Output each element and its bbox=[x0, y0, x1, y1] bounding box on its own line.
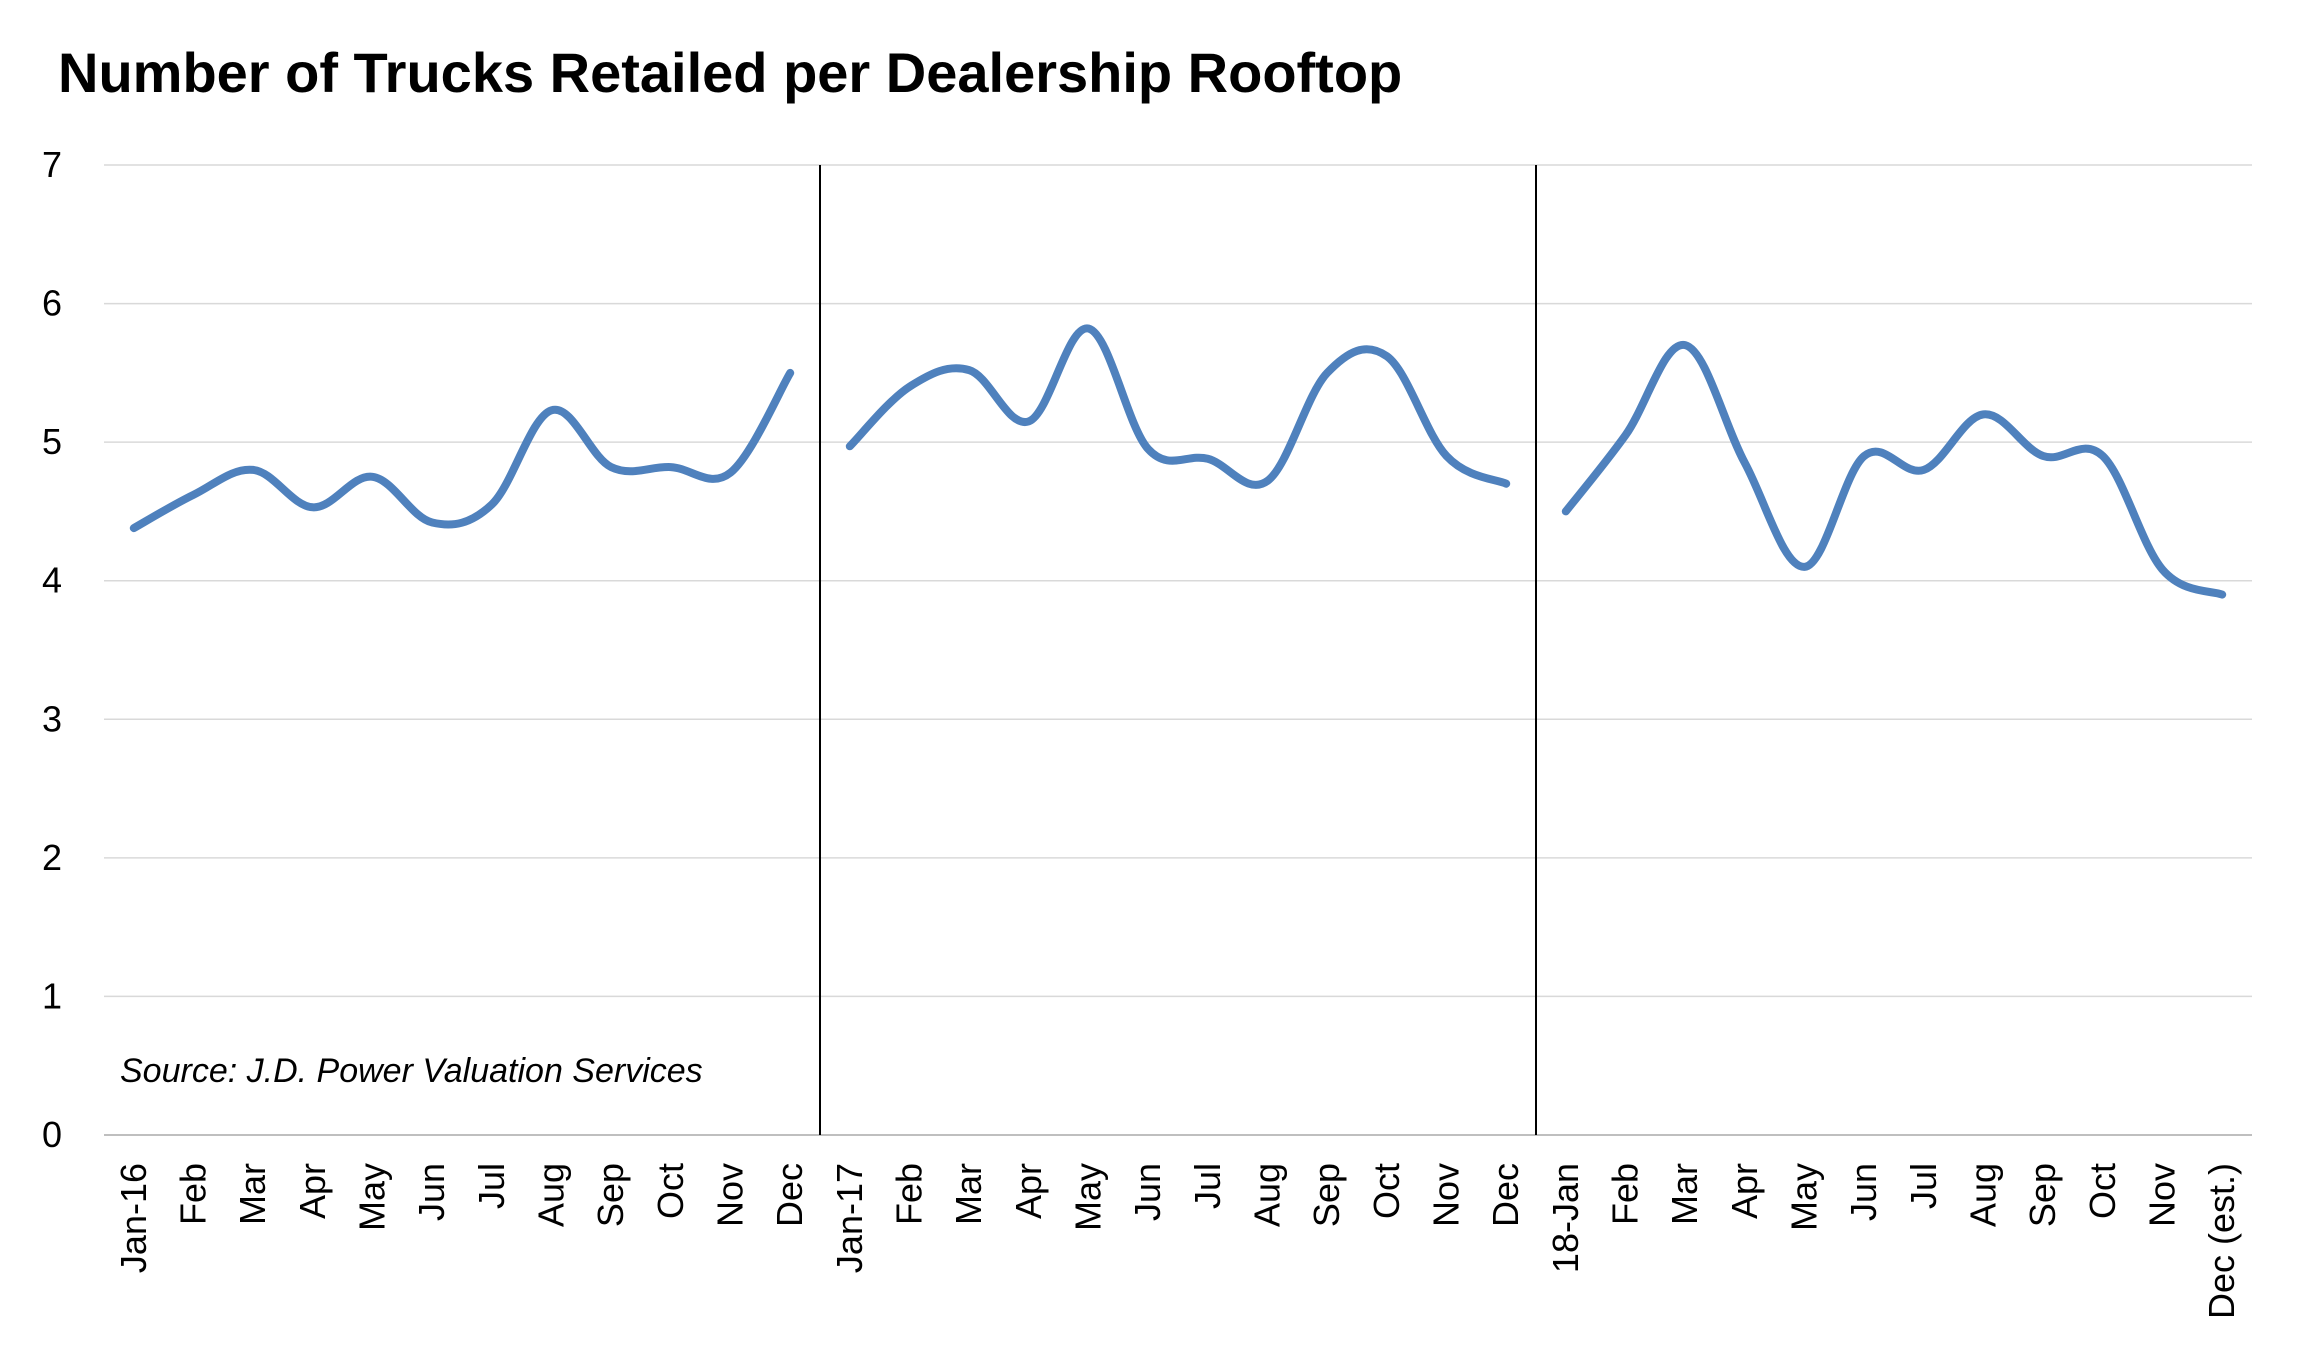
x-tick-label: Oct bbox=[650, 1163, 691, 1219]
x-tick-label: Jun bbox=[1127, 1163, 1168, 1221]
data-point bbox=[428, 519, 436, 527]
x-tick-label: Sep bbox=[590, 1163, 631, 1227]
x-tick-label: Mar bbox=[948, 1163, 989, 1225]
year-dividers bbox=[819, 165, 1537, 1135]
x-tick-label: Apr bbox=[292, 1163, 333, 1219]
x-tick-label: Dec bbox=[1485, 1163, 1526, 1227]
data-point bbox=[1622, 431, 1630, 439]
x-tick-label: Jul bbox=[1187, 1163, 1228, 1209]
x-tick-label: May bbox=[352, 1163, 393, 1231]
x-tick-label: Jun bbox=[1843, 1163, 1884, 1221]
x-tick-label: Jan-16 bbox=[113, 1163, 154, 1273]
x-tick-label: Apr bbox=[1008, 1163, 1049, 1219]
x-tick-label: Feb bbox=[889, 1163, 930, 1225]
data-point bbox=[190, 491, 198, 499]
series-lines bbox=[129, 324, 2227, 599]
x-tick-label: Apr bbox=[1724, 1163, 1765, 1219]
x-tick-label: Aug bbox=[531, 1163, 572, 1227]
y-tick-label-2: 2 bbox=[42, 837, 62, 878]
data-point bbox=[1681, 341, 1689, 349]
data-point bbox=[1980, 410, 1988, 418]
data-point bbox=[488, 501, 496, 509]
x-tick-label: Sep bbox=[2022, 1163, 2063, 1227]
data-point bbox=[1025, 417, 1033, 425]
data-point bbox=[1860, 452, 1868, 460]
data-point bbox=[1502, 480, 1510, 488]
y-tick-label-6: 6 bbox=[42, 283, 62, 324]
x-tick-label: Feb bbox=[1605, 1163, 1646, 1225]
y-tick-label-5: 5 bbox=[42, 421, 62, 462]
x-tick-label: Sep bbox=[1306, 1163, 1347, 1227]
x-tick-label: Nov bbox=[710, 1163, 751, 1227]
data-point bbox=[2159, 566, 2167, 574]
y-tick-label-7: 7 bbox=[42, 144, 62, 185]
data-point bbox=[309, 503, 317, 511]
x-tick-label: Mar bbox=[1664, 1163, 1705, 1225]
data-point bbox=[130, 524, 138, 532]
series-line-2018 bbox=[1561, 341, 2227, 599]
data-point bbox=[1562, 507, 1570, 515]
data-point bbox=[2099, 452, 2107, 460]
data-point bbox=[369, 473, 377, 481]
x-tick-label: Oct bbox=[2082, 1163, 2123, 1219]
series-line-2016 bbox=[129, 368, 795, 533]
data-point bbox=[1920, 466, 1928, 474]
x-tick-label: Aug bbox=[1247, 1163, 1288, 1227]
x-tick-label: Dec bbox=[769, 1163, 810, 1227]
y-tick-label-3: 3 bbox=[42, 698, 62, 739]
data-point bbox=[1323, 369, 1331, 377]
x-tick-label: Mar bbox=[232, 1163, 273, 1225]
data-point bbox=[1144, 445, 1152, 453]
data-point bbox=[727, 469, 735, 477]
data-point bbox=[846, 442, 854, 450]
data-point bbox=[906, 383, 914, 391]
data-point bbox=[2218, 591, 2226, 599]
data-point bbox=[1383, 352, 1391, 360]
chart-title: Number of Trucks Retailed per Dealership… bbox=[58, 41, 1403, 104]
x-tick-label: Dec (est.) bbox=[2201, 1163, 2242, 1319]
x-tick-label: Oct bbox=[1366, 1163, 1407, 1219]
data-point bbox=[607, 463, 615, 471]
data-point bbox=[1085, 325, 1093, 333]
series-line-2017 bbox=[845, 324, 1511, 489]
data-point bbox=[786, 369, 794, 377]
x-axis: Jan-16 Feb Mar Apr May Jun Jul Aug Sep Oct Nov Dec J… bbox=[113, 1163, 2242, 1319]
data-point bbox=[1204, 455, 1212, 463]
data-point bbox=[1264, 477, 1272, 485]
data-point bbox=[1801, 563, 1809, 571]
x-tick-label: Jan-17 bbox=[829, 1163, 870, 1273]
data-point bbox=[1443, 452, 1451, 460]
x-tick-label: Nov bbox=[2142, 1163, 2183, 1227]
x-tick-label: Aug bbox=[1963, 1163, 2004, 1227]
x-tick-label: Jun bbox=[411, 1163, 452, 1221]
x-tick-label: May bbox=[1068, 1163, 1109, 1231]
gridlines bbox=[104, 164, 2252, 1136]
y-axis: 0 1 2 3 4 5 6 7 bbox=[42, 144, 62, 1155]
y-tick-label-4: 4 bbox=[42, 560, 62, 601]
data-point bbox=[2039, 452, 2047, 460]
x-tick-label: Jul bbox=[1903, 1163, 1944, 1209]
data-point bbox=[667, 463, 675, 471]
data-point bbox=[548, 406, 556, 414]
y-tick-label-1: 1 bbox=[42, 975, 62, 1016]
data-point bbox=[965, 366, 973, 374]
x-tick-label: Feb bbox=[173, 1163, 214, 1225]
source-note: Source: J.D. Power Valuation Services bbox=[120, 1052, 703, 1090]
x-tick-label: 18-Jan bbox=[1545, 1163, 1586, 1273]
data-point bbox=[249, 466, 257, 474]
y-tick-label-0: 0 bbox=[42, 1114, 62, 1155]
x-tick-label: Nov bbox=[1426, 1163, 1467, 1227]
x-tick-label: Jul bbox=[471, 1163, 512, 1209]
x-tick-label: May bbox=[1784, 1163, 1825, 1231]
data-point bbox=[1741, 459, 1749, 467]
